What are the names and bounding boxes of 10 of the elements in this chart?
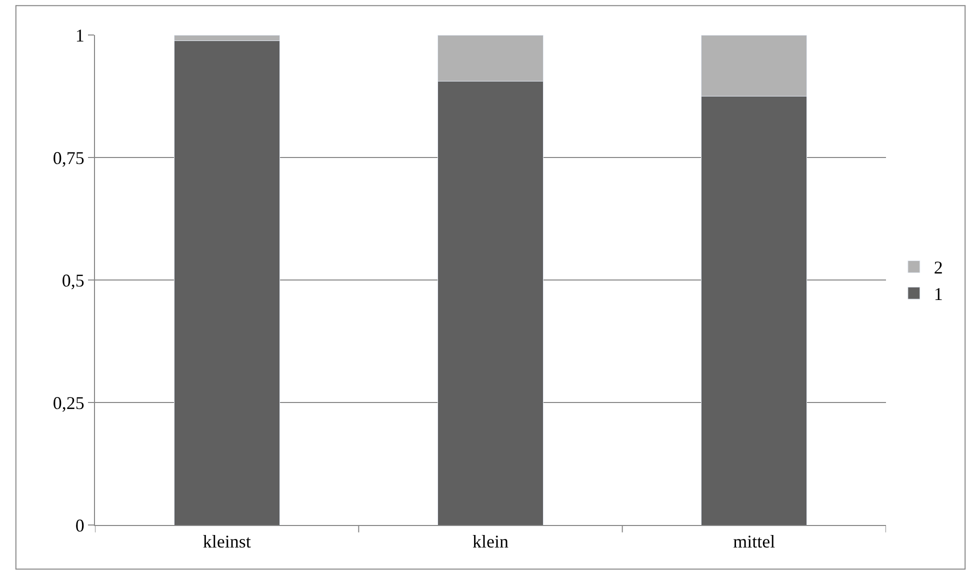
y-tick-label: 0,25 [52, 392, 84, 413]
x-tick-label: mittel [733, 532, 776, 552]
y-tick-label: 0 [75, 515, 84, 536]
legend-label: 2 [934, 258, 943, 278]
y-tick-label: 1 [75, 25, 84, 46]
x-tick-label: kleinst [202, 532, 251, 552]
y-tick-label: 0,5 [62, 270, 84, 290]
legend-label: 1 [934, 284, 943, 304]
y-tick-label: 0,75 [52, 148, 84, 168]
x-tick-label: klein [472, 532, 508, 552]
